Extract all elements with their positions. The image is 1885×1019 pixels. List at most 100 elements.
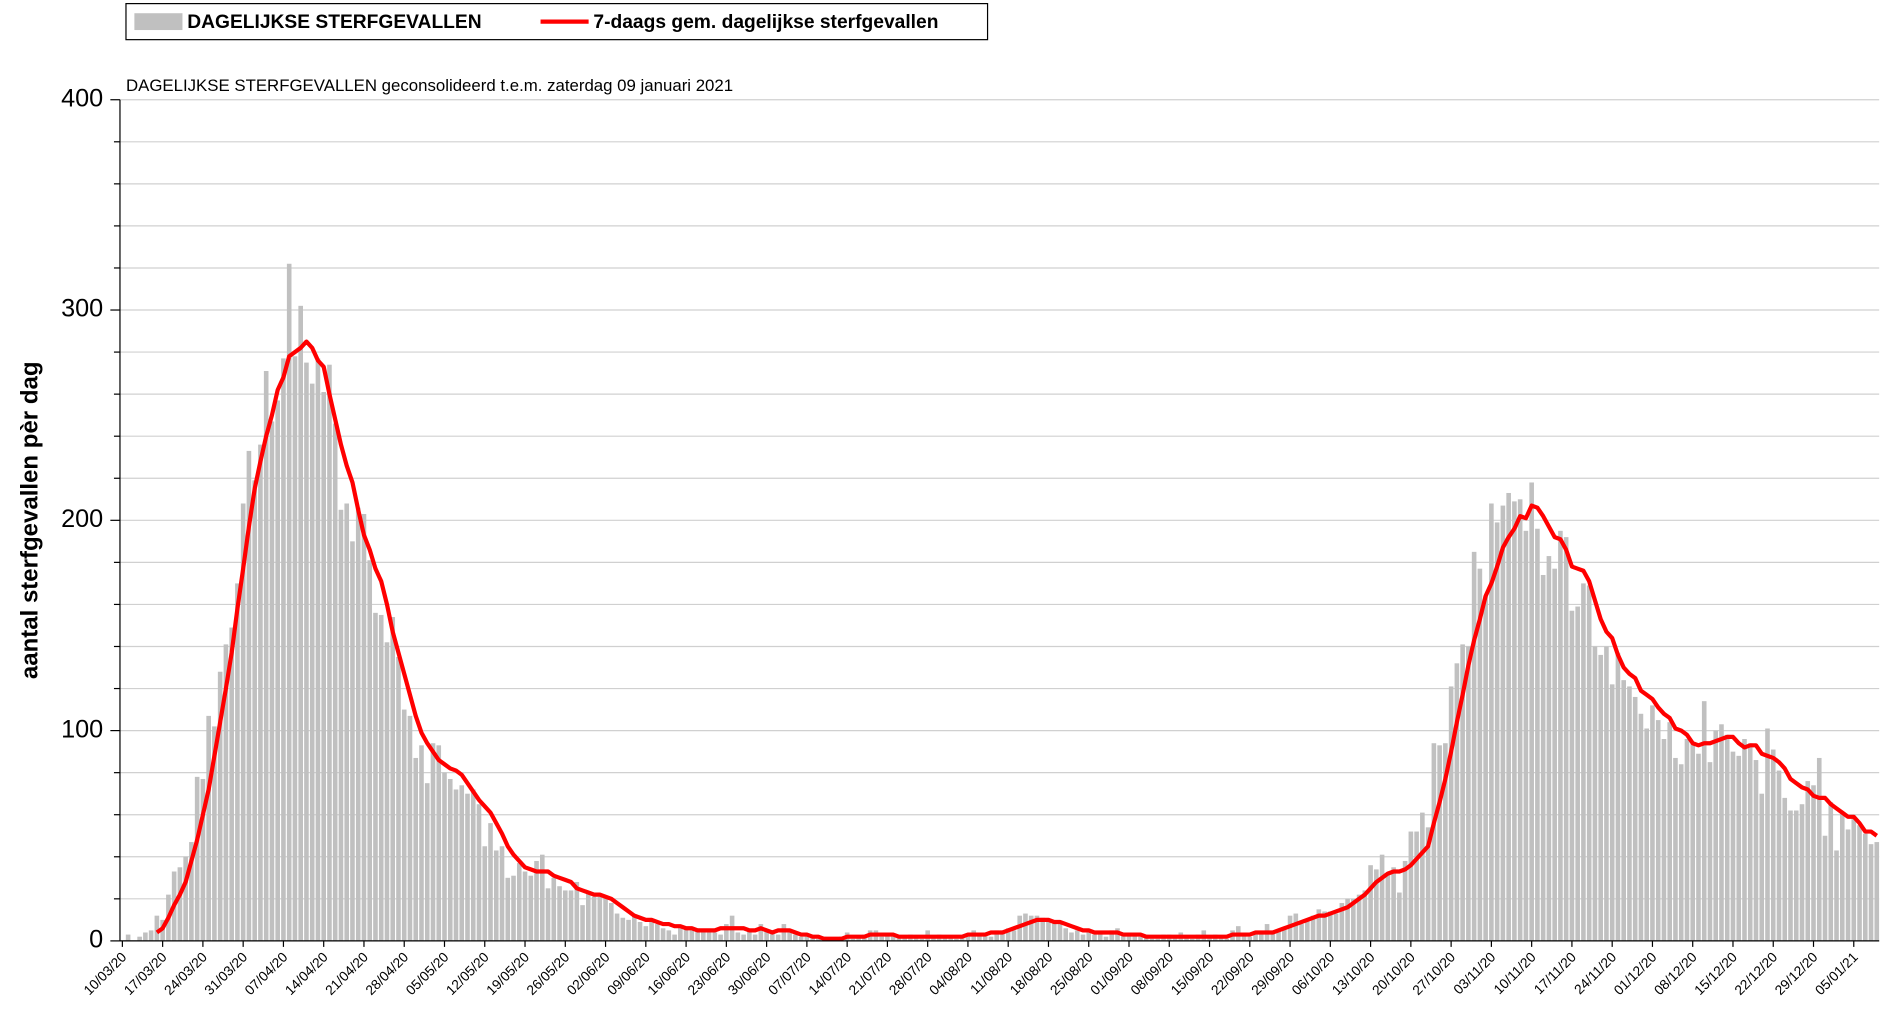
bar [1535,528,1540,941]
bar [1822,835,1828,941]
bar [373,612,378,941]
x-tick-label: 16/06/20 [644,948,694,998]
bar [183,856,188,941]
bar [206,715,211,941]
bar [286,263,292,941]
bar [1276,930,1281,941]
x-tick-label: 07/04/20 [241,948,291,998]
bar [442,772,447,941]
bar [1005,928,1011,941]
bar [603,896,608,941]
bar [551,877,557,941]
x-tick-label: 14/07/20 [805,948,855,998]
x-tick-label: 15/09/20 [1167,948,1217,998]
y-tick-label: 400 [61,84,103,112]
bar [493,850,499,941]
bar [361,514,367,941]
bar [1512,501,1517,941]
bar [1310,915,1316,941]
bar [1402,860,1408,941]
bar [672,934,677,941]
x-tick-label: 02/06/20 [563,948,613,998]
bar [1305,919,1310,941]
bar [1011,930,1017,941]
bar [1385,873,1391,941]
bar [1828,802,1834,941]
bar [534,860,539,941]
bar [229,627,234,941]
bar [994,930,1000,941]
bar [1845,829,1851,941]
x-tick-label: 15/12/20 [1691,948,1741,998]
bar [177,867,183,941]
bar [1471,551,1477,941]
bar [453,789,459,941]
x-tick-label: 22/09/20 [1208,948,1258,998]
bar [1500,505,1506,941]
bar [1793,810,1799,941]
bar [1523,530,1529,941]
bar [1322,911,1327,941]
x-tick-label: 14/04/20 [281,948,331,998]
bar [1425,827,1431,941]
bar [896,936,902,941]
bar [378,614,384,941]
bar [1466,646,1471,941]
x-tick-label: 24/03/20 [161,948,211,998]
bar [885,934,890,941]
bar [252,480,257,941]
bar [965,934,971,941]
bar [396,657,401,941]
bar [1328,911,1333,941]
x-tick-label: 31/03/20 [201,948,251,998]
bar [1103,936,1109,941]
y-axis-label: aantal sterfgevallen pèr dag [16,361,43,679]
bar [1586,585,1592,941]
bar [580,905,585,941]
bar [528,875,534,941]
bar [275,400,280,941]
bar [954,938,959,941]
bar [1408,831,1414,941]
bar [269,421,275,941]
bar [390,617,396,941]
bar [1443,743,1448,941]
y-tick-label: 300 [61,295,103,323]
bar [758,924,764,941]
bar [1316,909,1322,941]
bar [1414,831,1419,941]
bar [143,932,148,941]
bar [281,358,286,941]
bar [1719,724,1724,941]
x-tick-label: 10/11/20 [1490,948,1539,997]
bar [718,934,723,941]
bar [1690,743,1696,941]
bar [1696,753,1701,941]
bar [557,886,562,941]
bar [1776,770,1782,941]
bar [1627,686,1632,941]
bar [1707,762,1713,941]
bar [516,863,522,941]
bar [1724,734,1730,941]
bar [1057,924,1063,941]
bar [1000,930,1005,941]
bar [735,932,741,941]
bar [1788,810,1793,941]
bar [1120,934,1126,941]
bar [1650,705,1655,941]
bar [1489,503,1494,941]
bar [585,892,591,941]
bar [890,934,896,941]
bar [1839,812,1845,941]
bar [327,364,332,941]
bar [1224,938,1230,941]
bar [1868,844,1874,941]
bar [574,882,580,941]
bar [655,924,660,941]
bar [148,930,154,941]
bar [1638,713,1644,941]
bar [816,938,821,941]
bar [764,930,769,941]
